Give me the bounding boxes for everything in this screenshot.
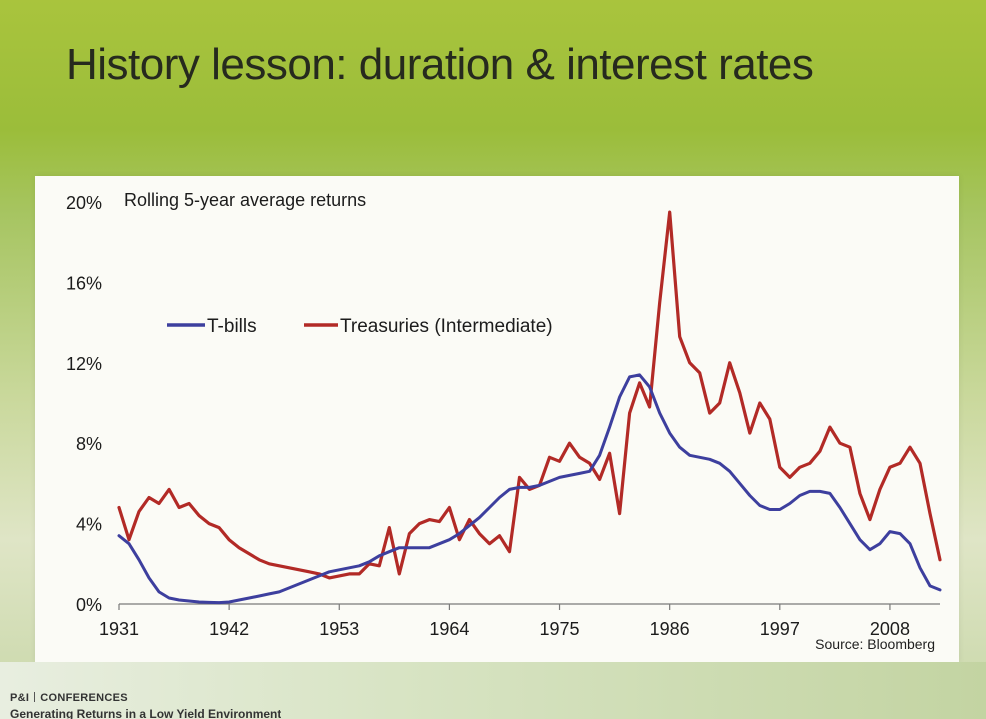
brand-divider bbox=[34, 692, 36, 702]
treasuries-line bbox=[117, 210, 942, 580]
y-tick-label: 0% bbox=[76, 595, 102, 615]
slide-title: History lesson: duration & interest rate… bbox=[66, 40, 814, 89]
brand-text: P&I bbox=[10, 692, 30, 704]
x-tick-label: 1942 bbox=[209, 619, 249, 639]
x-tick-label: 1997 bbox=[760, 619, 800, 639]
footer-subtitle: Generating Returns in a Low Yield Enviro… bbox=[10, 707, 282, 719]
chart-panel: 0% 4% 8% 12% 16% 20% 1931 1942 1953 1964 1975 1986 1… bbox=[35, 176, 959, 662]
x-tick-label: 1986 bbox=[650, 619, 690, 639]
x-tick-label: 1953 bbox=[319, 619, 359, 639]
axes: 0% 4% 8% 12% 16% 20% 1931 1942 1953 1964 1975 1986 1… bbox=[66, 193, 940, 639]
footer-strip bbox=[0, 662, 986, 719]
line-chart: 0% 4% 8% 12% 16% 20% 1931 1942 1953 1964 1975 1986 1… bbox=[66, 190, 942, 639]
chart-title: Rolling 5-year average returns bbox=[124, 190, 366, 210]
y-tick-label: 12% bbox=[66, 354, 102, 374]
legend-label-tbills: T-bills bbox=[207, 316, 257, 337]
x-tick-label: 1931 bbox=[99, 619, 139, 639]
x-tick-label: 1975 bbox=[540, 619, 580, 639]
x-tick-label: 1964 bbox=[429, 619, 469, 639]
tbills-line bbox=[117, 373, 942, 605]
legend: T-bills Treasuries (Intermediate) bbox=[167, 316, 553, 337]
series-lines bbox=[117, 210, 942, 605]
y-tick-label: 16% bbox=[66, 273, 102, 293]
y-tick-label: 8% bbox=[76, 434, 102, 454]
x-tick-label: 2008 bbox=[870, 619, 910, 639]
source-note: Source: Bloomberg bbox=[815, 636, 935, 652]
legend-label-treasuries: Treasuries (Intermediate) bbox=[340, 316, 553, 337]
y-tick-label: 20% bbox=[66, 193, 102, 213]
brand-suffix: CONFERENCES bbox=[40, 692, 128, 704]
conference-logo: P&I CONFERENCES bbox=[10, 692, 128, 704]
y-tick-label: 4% bbox=[76, 515, 102, 535]
